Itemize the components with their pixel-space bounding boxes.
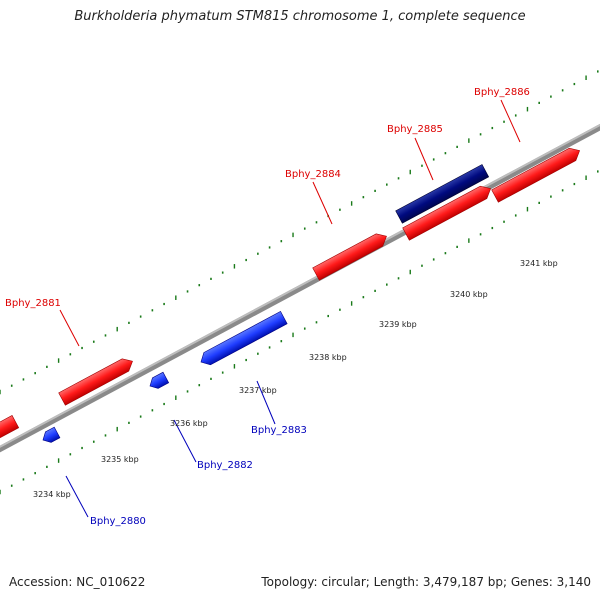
map-title: Burkholderia phymatum STM815 chromosome … (74, 9, 526, 24)
scale-labels: 3234 kbp 3235 kbp 3236 kbp 3237 kbp 3238… (33, 259, 558, 499)
gene-bphy-2884[interactable] (312, 230, 390, 281)
label-bphy-2883: Bphy_2883 (251, 425, 307, 436)
backbone (0, 115, 600, 462)
scale-label-3239: 3239 kbp (379, 320, 417, 329)
gene-bphy-2886[interactable] (491, 144, 583, 203)
label-bphy-2884: Bphy_2884 (285, 169, 341, 180)
scale-label-3234: 3234 kbp (33, 490, 71, 499)
leader-bphy-2882 (173, 419, 197, 463)
label-bphy-2882: Bphy_2882 (197, 460, 253, 471)
leader-bphy-2883 (256, 380, 276, 425)
reverse-minor-ticks (0, 170, 599, 495)
leader-bphy-2884 (312, 181, 333, 225)
leader-bphy-2885 (414, 137, 434, 181)
gene-labels: Bphy_2881 Bphy_2884 Bphy_2885 Bphy_2886 … (5, 87, 530, 527)
scale-label-3241: 3241 kbp (520, 259, 558, 268)
label-bphy-2885: Bphy_2885 (387, 124, 443, 135)
scale-label-3235: 3235 kbp (101, 455, 139, 464)
label-bphy-2880: Bphy_2880 (90, 516, 146, 527)
label-leaders (59, 99, 521, 518)
label-bphy-2881: Bphy_2881 (5, 298, 61, 309)
gene-bphy-2885-selected[interactable] (395, 164, 490, 224)
scale-label-3237: 3237 kbp (239, 386, 277, 395)
genome-summary-text: Topology: circular; Length: 3,479,187 bp… (261, 575, 591, 589)
leader-bphy-2886 (500, 99, 521, 143)
gene-bphy-2880[interactable] (40, 426, 61, 445)
scale-label-3240: 3240 kbp (450, 290, 488, 299)
forward-minor-ticks (0, 70, 599, 395)
accession-text: Accession: NC_010622 (9, 575, 146, 589)
label-bphy-2886: Bphy_2886 (474, 87, 530, 98)
gene-bphy-2883[interactable] (198, 311, 288, 368)
gene-bphy-2882[interactable] (147, 371, 170, 391)
leader-bphy-2880 (65, 475, 89, 518)
leader-bphy-2881 (59, 309, 80, 347)
gene-bphy-2881[interactable] (58, 355, 136, 406)
gene-bphy-2885[interactable] (402, 182, 494, 241)
scale-label-3236: 3236 kbp (170, 419, 208, 428)
scale-label-3238: 3238 kbp (309, 353, 347, 362)
gene-left-partial[interactable] (0, 415, 20, 439)
